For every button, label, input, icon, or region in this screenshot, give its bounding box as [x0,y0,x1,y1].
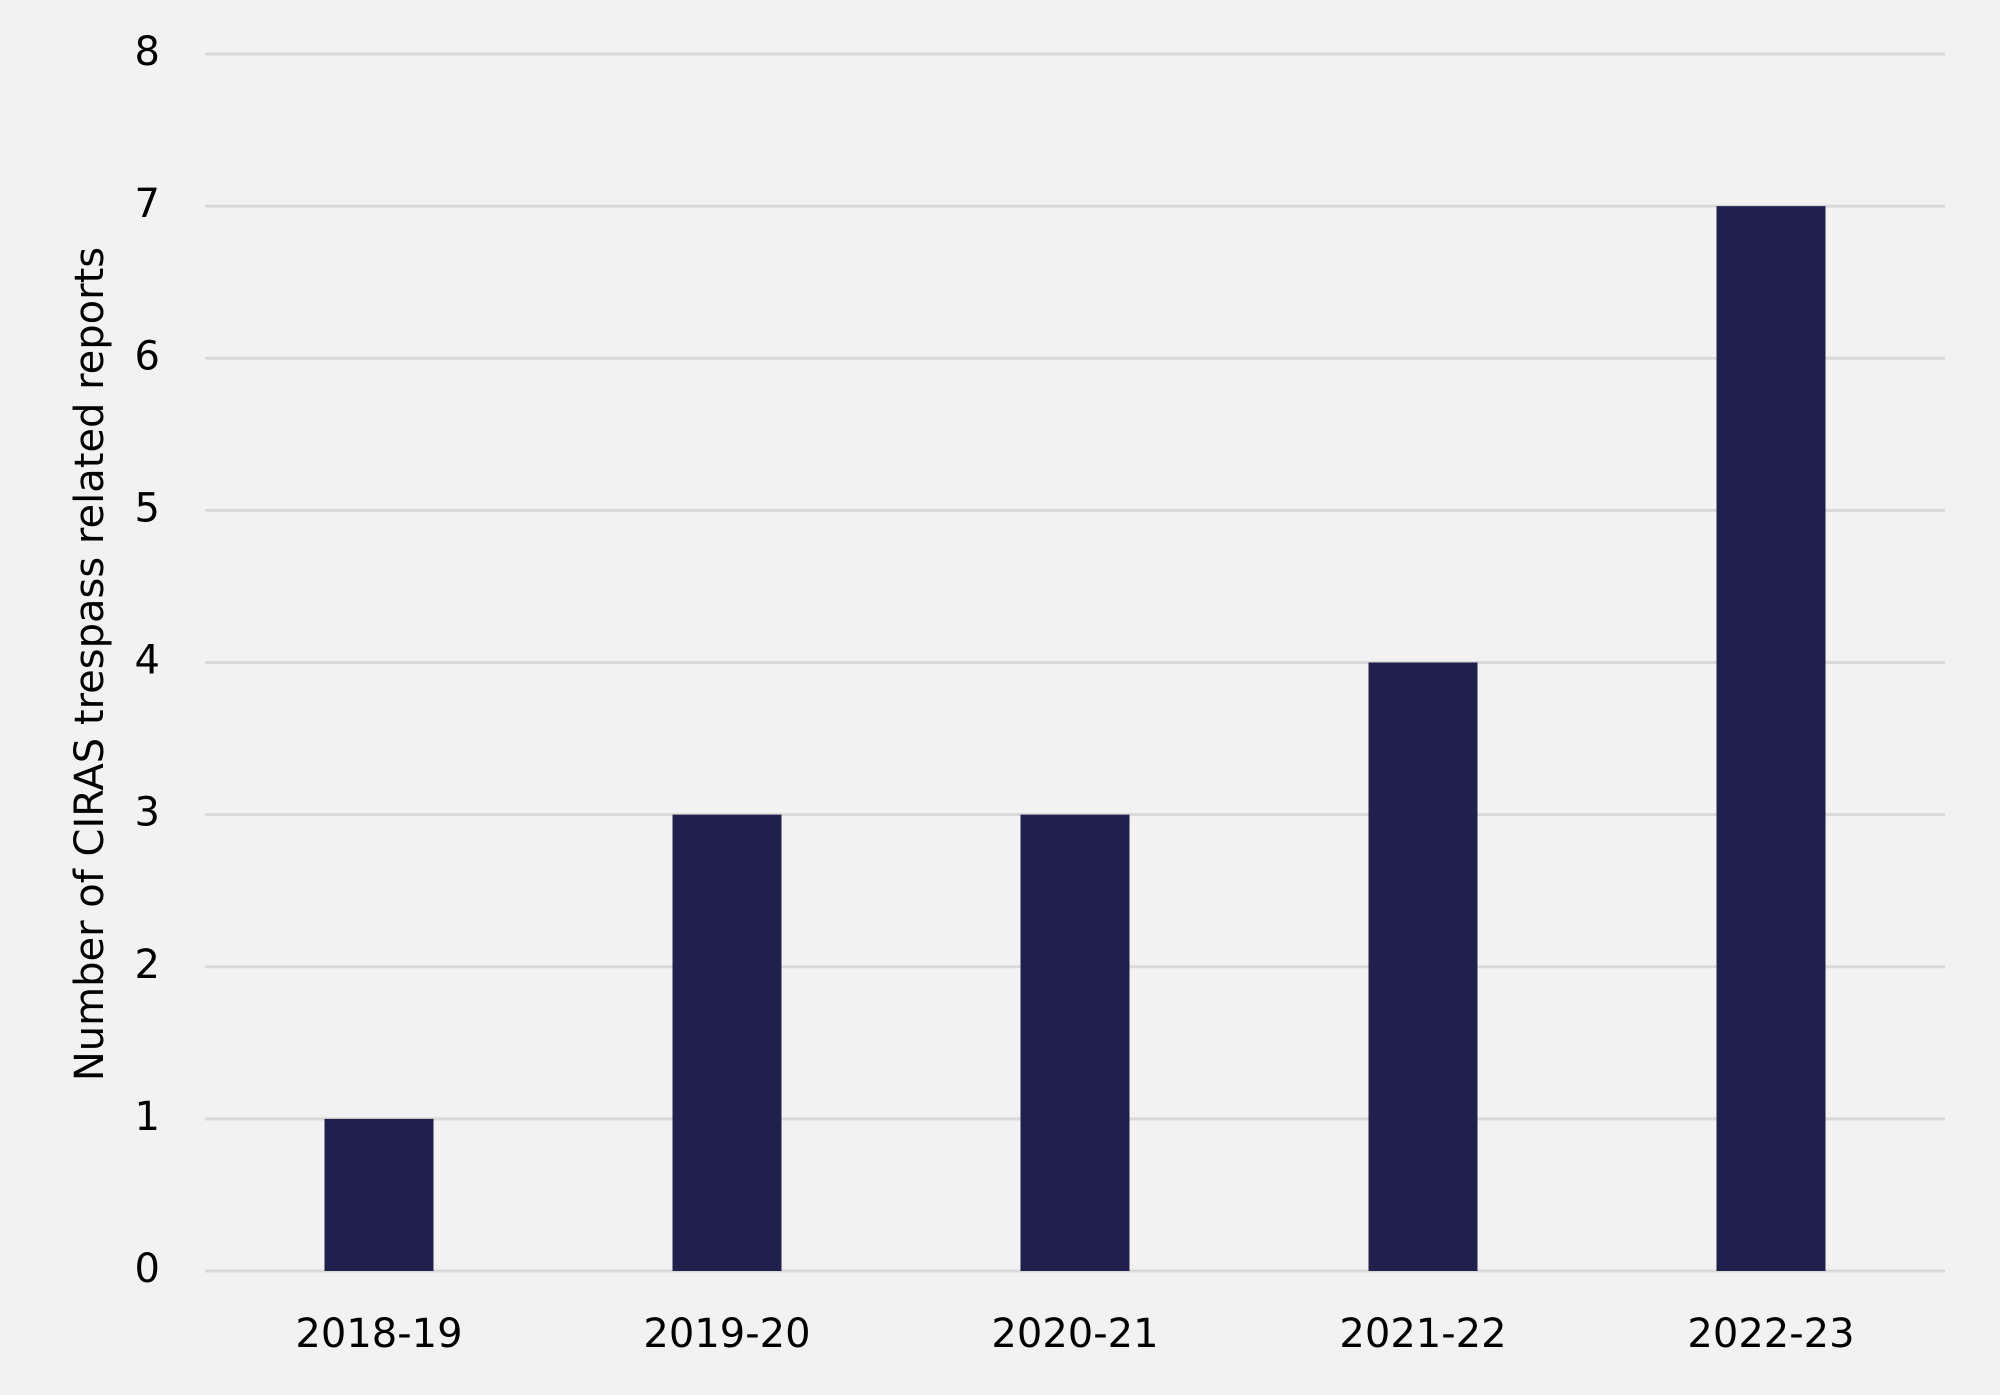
y-tick-label: 5 [135,485,160,531]
y-tick-label: 2 [135,942,160,988]
bar [1716,206,1826,1271]
y-tick-label: 0 [135,1246,160,1292]
y-tick-label: 8 [135,29,160,75]
x-tick-label: 2022-23 [1687,1311,1854,1357]
y-tick-label: 4 [135,638,160,684]
y-tick-label: 6 [135,333,160,379]
x-tick-label: 2021-22 [1339,1311,1506,1357]
x-tick-label: 2019-20 [643,1311,810,1357]
y-tick-label: 7 [135,181,160,227]
bar [1020,814,1130,1271]
gridlines [205,52,1945,1273]
x-tick-label: 2020-21 [991,1311,1158,1357]
y-tick-label: 3 [135,790,160,836]
bar [1368,662,1478,1271]
bar [672,814,782,1271]
y-tick-label: 1 [135,1094,160,1140]
x-tick-label: 2018-19 [295,1311,462,1357]
y-axis-ticks: 0 1 2 3 4 5 6 7 8 [135,29,160,1292]
bar [324,1118,434,1271]
x-axis-ticks: 2018-19 2019-20 2020-21 2021-22 2022-23 [295,1311,1854,1357]
bars [324,206,1826,1271]
y-axis-title: Number of CIRAS trespass related reports [67,247,113,1081]
